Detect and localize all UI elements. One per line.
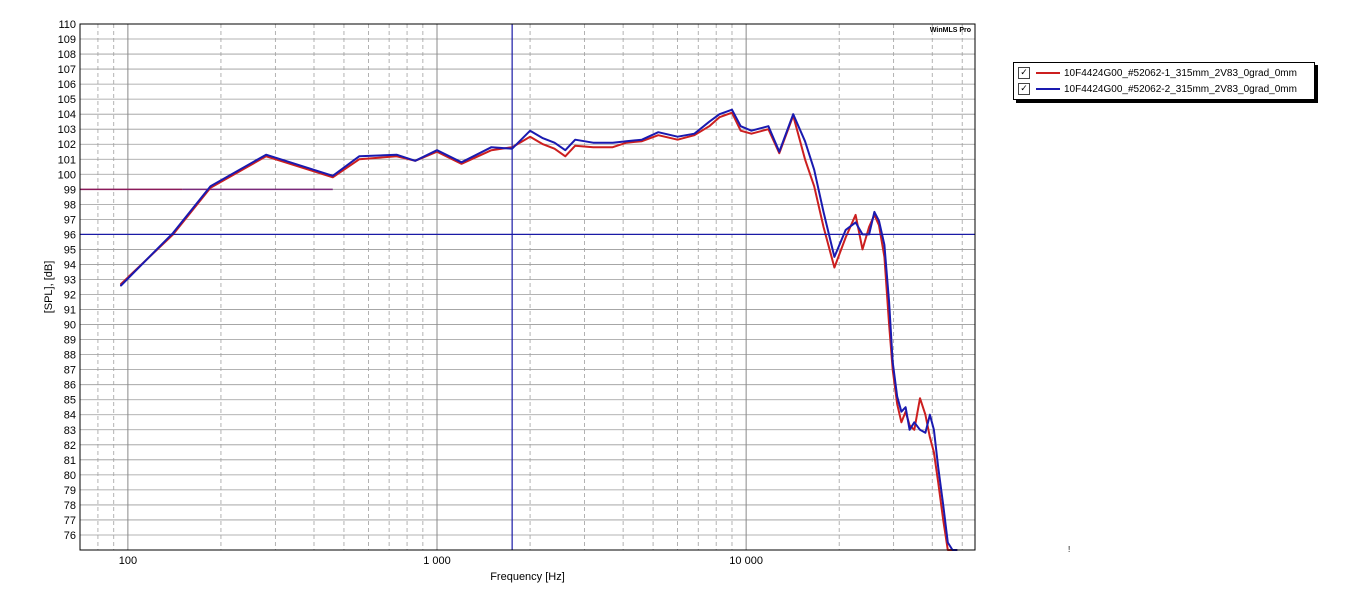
y-tick-label: 105 bbox=[58, 94, 76, 106]
series-line-2 bbox=[120, 108, 958, 551]
y-tick-label: 83 bbox=[64, 425, 76, 437]
y-tick-labels: 76 77 78 79 80 81 82 83 84 85 86 87 88 89 90 91 92 93 94 95… bbox=[58, 19, 76, 542]
x-tick-labels: 100 1 000 10 000 bbox=[119, 555, 763, 567]
y-tick-label: 76 bbox=[64, 530, 76, 542]
y-tick-label: 98 bbox=[64, 199, 76, 211]
y-tick-label: 104 bbox=[58, 109, 76, 121]
y-tick-label: 94 bbox=[64, 259, 76, 271]
legend-label-series-2: 10F4424G00_#52062-2_315mm_2V83_0grad_0mm bbox=[1064, 83, 1297, 95]
y-tick-label: 86 bbox=[64, 380, 76, 392]
y-tick-label: 97 bbox=[64, 214, 76, 226]
legend-swatch-series-1 bbox=[1036, 72, 1060, 74]
y-tick-label: 106 bbox=[58, 79, 76, 91]
y-tick-label: 103 bbox=[58, 124, 76, 136]
y-tick-label: 85 bbox=[64, 395, 76, 407]
y-tick-label: 93 bbox=[64, 274, 76, 286]
x-axis-label: Frequency [Hz] bbox=[490, 571, 565, 583]
y-tick-label: 84 bbox=[64, 410, 76, 422]
y-tick-label: 77 bbox=[64, 515, 76, 527]
y-tick-label: 81 bbox=[64, 455, 76, 467]
y-tick-label: 80 bbox=[64, 470, 76, 482]
x-tick-label: 1 000 bbox=[423, 555, 451, 567]
y-tick-label: 78 bbox=[64, 500, 76, 512]
y-tick-label: 96 bbox=[64, 229, 76, 241]
y-tick-label: 107 bbox=[58, 64, 76, 76]
legend-checkbox-series-2[interactable]: ✓ bbox=[1018, 83, 1030, 95]
legend: ✓ 10F4424G00_#52062-1_315mm_2V83_0grad_0… bbox=[1013, 62, 1315, 100]
legend-item-series-2[interactable]: ✓ 10F4424G00_#52062-2_315mm_2V83_0grad_0… bbox=[1018, 82, 1297, 96]
y-tick-label: 91 bbox=[64, 305, 76, 317]
y-tick-label: 110 bbox=[58, 19, 76, 31]
plot-frame bbox=[79, 23, 976, 551]
series-line-1 bbox=[120, 111, 958, 551]
legend-checkbox-series-1[interactable]: ✓ bbox=[1018, 67, 1030, 79]
legend-item-series-1[interactable]: ✓ 10F4424G00_#52062-1_315mm_2V83_0grad_0… bbox=[1018, 66, 1297, 80]
y-axis-label: [SPL], [dB] bbox=[43, 261, 55, 314]
y-tick-label: 79 bbox=[64, 485, 76, 497]
legend-swatch-series-2 bbox=[1036, 88, 1060, 90]
y-tick-label: 82 bbox=[64, 440, 76, 452]
x-tick-label: 100 bbox=[119, 555, 137, 567]
y-tick-label: 88 bbox=[64, 350, 76, 362]
series-layer bbox=[120, 108, 958, 551]
y-tick-label: 100 bbox=[58, 169, 76, 181]
y-tick-label: 90 bbox=[64, 320, 76, 332]
y-tick-label: 102 bbox=[58, 139, 76, 151]
y-tick-label: 108 bbox=[58, 49, 76, 61]
y-tick-label: 109 bbox=[58, 34, 76, 46]
software-watermark: WinMLS Pro bbox=[930, 27, 971, 34]
stray-mark: ! bbox=[1068, 545, 1071, 554]
x-tick-label: 10 000 bbox=[729, 555, 763, 567]
y-tick-label: 89 bbox=[64, 335, 76, 347]
y-tick-label: 92 bbox=[64, 290, 76, 302]
y-tick-label: 99 bbox=[64, 184, 76, 196]
grid bbox=[79, 23, 975, 550]
y-tick-label: 101 bbox=[58, 154, 76, 166]
legend-label-series-1: 10F4424G00_#52062-1_315mm_2V83_0grad_0mm bbox=[1064, 67, 1297, 79]
cursor[interactable] bbox=[80, 24, 975, 550]
y-tick-label: 87 bbox=[64, 365, 76, 377]
y-tick-label: 95 bbox=[64, 244, 76, 256]
